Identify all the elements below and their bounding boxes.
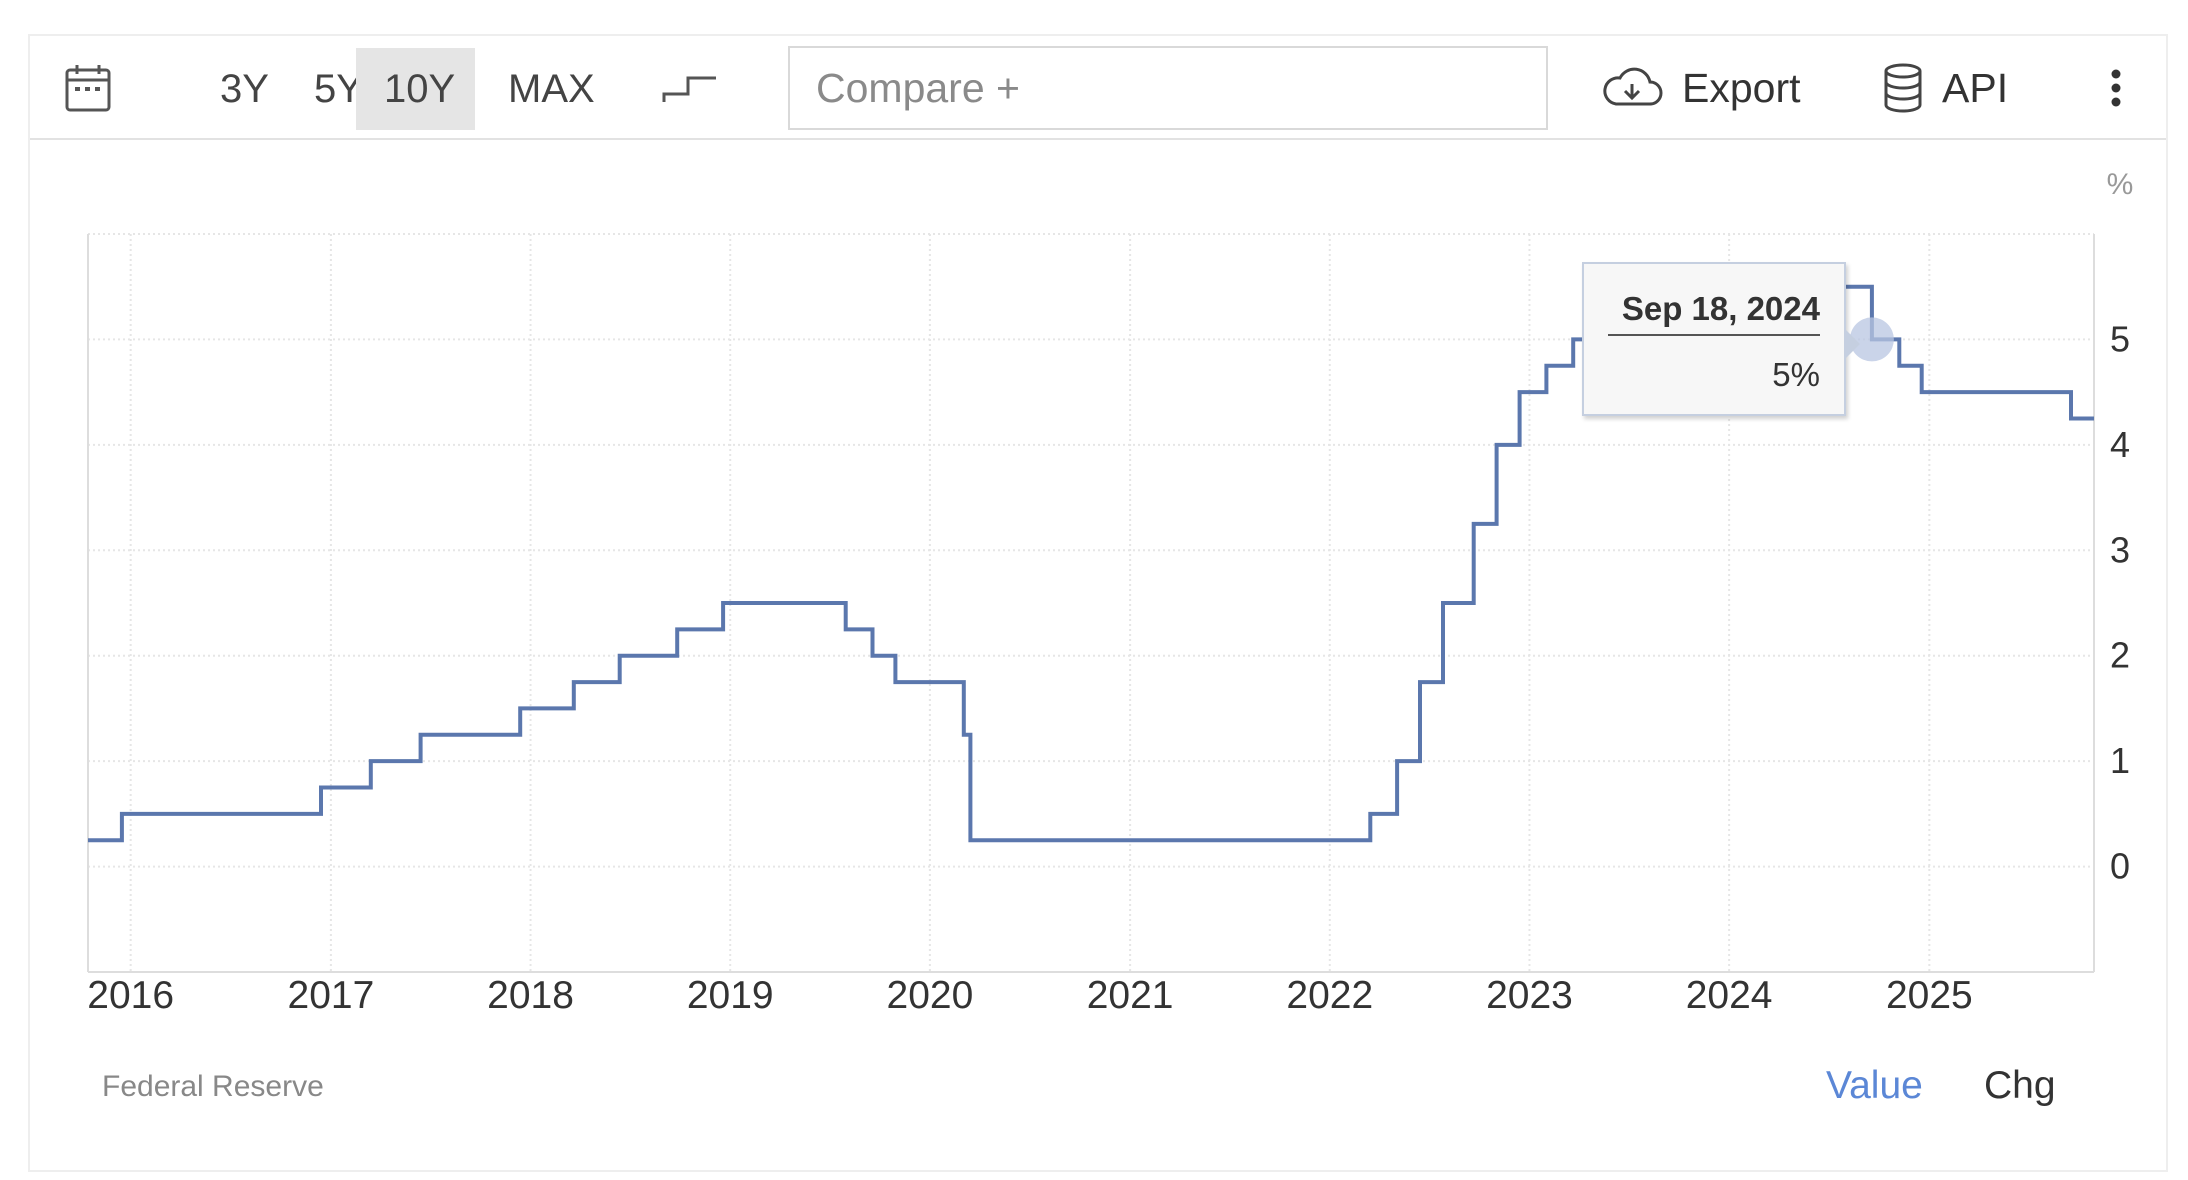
y-tick-label: 5 <box>2110 318 2130 359</box>
y-tick-label: 3 <box>2110 529 2130 570</box>
y-unit-label: % <box>2107 168 2134 201</box>
export-label: Export <box>1682 64 1801 111</box>
x-tick-label: 2019 <box>687 974 774 1017</box>
export-button[interactable]: Export <box>1600 36 1820 140</box>
y-tick-label: 1 <box>2110 740 2130 781</box>
compare-input[interactable]: Compare + <box>788 46 1548 130</box>
chart-tooltip: Sep 18, 2024 5% <box>1582 262 1860 416</box>
value-tab[interactable]: Value <box>1826 1064 1923 1107</box>
range-max-button[interactable]: MAX <box>508 66 595 111</box>
x-tick-label: 2020 <box>887 974 974 1017</box>
database-icon <box>1884 63 1922 113</box>
x-tick-label: 2017 <box>288 974 375 1017</box>
chg-tab[interactable]: Chg <box>1984 1064 2056 1107</box>
highlight-point <box>1849 317 1894 362</box>
tooltip-date: Sep 18, 2024 <box>1621 290 1820 327</box>
api-label: API <box>1942 64 2009 111</box>
x-tick-label: 2024 <box>1686 974 1773 1017</box>
x-tick-label: 2022 <box>1286 974 1373 1017</box>
range-10y-button[interactable]: 10Y <box>356 48 476 130</box>
x-tick-label: 2023 <box>1486 974 1573 1017</box>
x-tick-label: 2025 <box>1886 974 1973 1017</box>
cloud-download-icon <box>1603 67 1663 106</box>
x-tick-label: 2018 <box>487 974 574 1017</box>
tooltip-divider <box>1608 334 1820 336</box>
y-tick-label: 4 <box>2110 424 2130 465</box>
y-tick-label: 2 <box>2110 635 2130 676</box>
y-tick-label: 0 <box>2110 846 2130 887</box>
x-tick-label: 2016 <box>87 974 174 1017</box>
chart-widget: 3Y 5Y 10Y MAX Compare + Export AP <box>28 34 2168 1172</box>
range-5y-button[interactable]: 5Y <box>314 66 363 111</box>
tooltip-value: 5% <box>1772 356 1820 393</box>
api-button[interactable]: API <box>1882 36 2032 140</box>
chart-toolbar: 3Y 5Y 10Y MAX Compare + Export AP <box>30 36 2166 140</box>
x-tick-label: 2021 <box>1087 974 1174 1017</box>
range-3y-button[interactable]: 3Y <box>220 66 269 111</box>
source-label[interactable]: Federal Reserve <box>102 1070 324 1103</box>
calendar-icon[interactable] <box>58 36 118 140</box>
more-vertical-icon[interactable] <box>2096 36 2136 140</box>
stepline-icon[interactable] <box>650 36 730 140</box>
